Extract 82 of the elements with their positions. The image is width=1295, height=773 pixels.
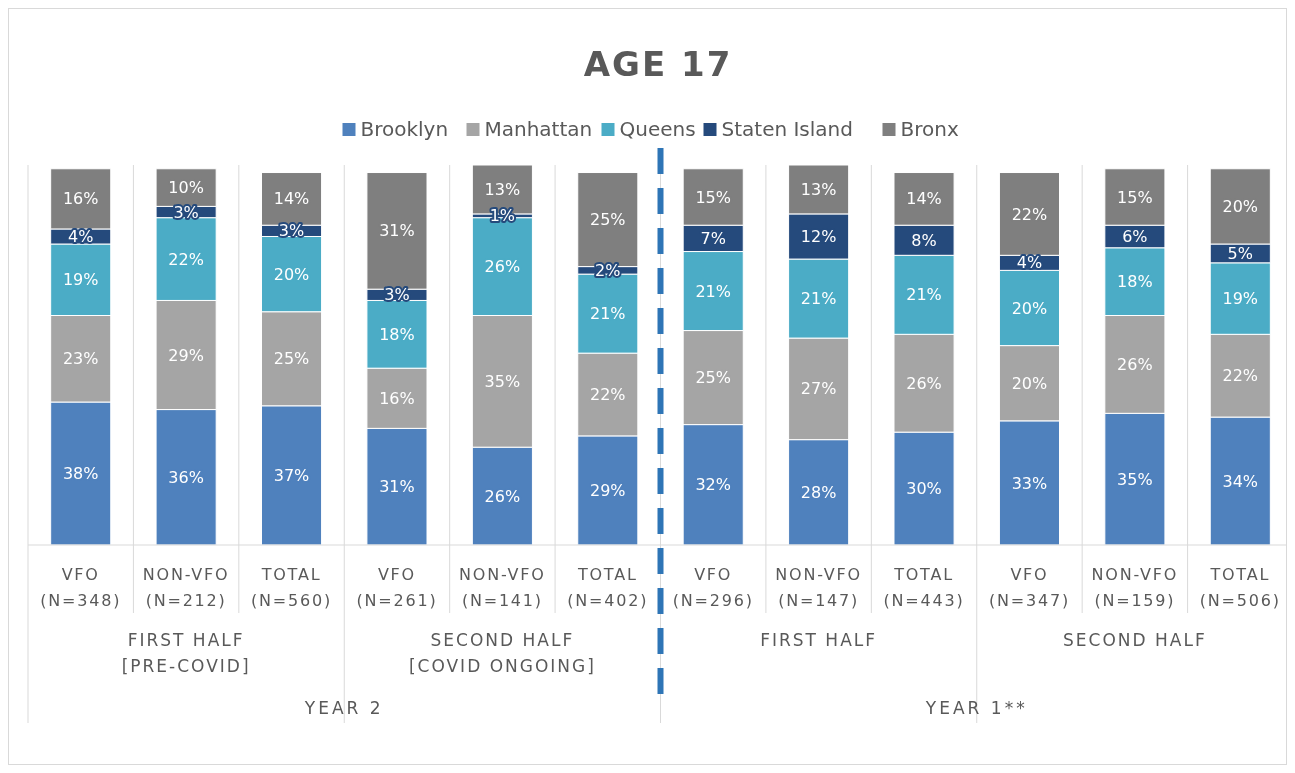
text: YEAR 1**	[924, 698, 1028, 718]
x-tick-label: TOTAL (N=560)	[251, 565, 333, 610]
x-tick-label: VFO (N=347)	[988, 565, 1070, 610]
x-tick-label: VFO (N=348)	[40, 565, 122, 610]
x-tick-label: NON-VFO (N=159)	[1091, 565, 1179, 610]
text: SECOND HALF [COVID ONGOING]	[408, 630, 596, 676]
data-label: 13%	[800, 180, 837, 200]
legend-label: Staten Island	[721, 117, 853, 141]
data-label: 7%	[700, 228, 726, 248]
data-label: 25%	[590, 210, 626, 230]
data-label: 18%	[379, 324, 415, 344]
data-label: 12%	[800, 227, 837, 247]
legend-label: Manhattan	[484, 117, 593, 141]
data-label: 3%	[384, 285, 410, 305]
legend-label: Bronx	[900, 117, 959, 141]
data-label: 22%	[168, 249, 204, 269]
data-label: 29%	[168, 345, 204, 365]
data-label: 19%	[62, 270, 99, 290]
legend-label: Brooklyn	[360, 117, 449, 141]
data-label: 16%	[62, 189, 99, 209]
data-label: 10%	[168, 178, 204, 198]
data-label: 29%	[590, 481, 626, 501]
data-label: 34%	[1222, 471, 1259, 491]
x-tick-label: NON-VFO (N=212)	[142, 565, 230, 610]
data-label: 22%	[1222, 366, 1259, 386]
data-label: 18%	[1117, 272, 1153, 292]
data-label: 22%	[1011, 204, 1048, 224]
data-label: 21%	[695, 281, 731, 301]
x-tick-label: TOTAL (N=506)	[1199, 565, 1281, 610]
x-tick-label: NON-VFO (N=141)	[459, 565, 546, 610]
data-label: 14%	[906, 189, 942, 209]
data-label: 1%	[489, 206, 516, 226]
data-label: 20%	[1011, 298, 1048, 318]
data-label: 3%	[278, 221, 305, 241]
data-label: 20%	[1222, 196, 1259, 216]
data-label: 26%	[484, 257, 521, 277]
data-label: 32%	[695, 475, 731, 495]
data-label: 37%	[273, 466, 310, 485]
data-label: 33%	[1011, 473, 1048, 493]
data-label: 23%	[62, 349, 99, 369]
data-label: 21%	[800, 289, 837, 309]
data-label: 14%	[273, 189, 310, 209]
data-label: 8%	[911, 230, 937, 250]
data-label: 13%	[484, 180, 521, 200]
chart-title: AGE 17	[583, 44, 733, 84]
data-label: 31%	[379, 221, 415, 241]
data-label: 4%	[1016, 253, 1043, 273]
data-label: 25%	[273, 349, 310, 369]
data-label: 4%	[68, 227, 94, 247]
data-label: 15%	[1117, 187, 1153, 207]
data-label: 30%	[906, 479, 942, 499]
data-label: 27%	[800, 379, 837, 399]
data-label: 21%	[906, 285, 942, 305]
data-label: 16%	[379, 388, 415, 408]
x-tick-label: TOTAL (N=402)	[567, 565, 649, 610]
data-label: 20%	[273, 264, 310, 284]
x-tick-label: VFO (N=261)	[356, 565, 438, 610]
data-label: 36%	[168, 467, 204, 487]
data-label: 31%	[379, 477, 415, 497]
data-label: 26%	[484, 486, 521, 506]
data-label: 26%	[906, 373, 942, 393]
text: SECOND HALF	[1063, 630, 1207, 650]
data-label: 6%	[1122, 227, 1148, 247]
data-label: 35%	[484, 371, 521, 391]
data-label: 5%	[1227, 244, 1253, 264]
data-label: 21%	[590, 304, 626, 324]
data-label: 15%	[695, 187, 731, 207]
x-tick-label: NON-VFO (N=147)	[775, 565, 862, 610]
data-label: 35%	[1117, 469, 1153, 489]
text: YEAR 2	[303, 698, 384, 718]
text: FIRST HALF [PRE-COVID]	[121, 630, 251, 676]
data-label: 19%	[1222, 289, 1259, 309]
data-label: 20%	[1011, 373, 1048, 393]
data-label: 22%	[590, 385, 626, 405]
legend-label: Queens	[619, 117, 696, 141]
x-tick-label: TOTAL (N=443)	[883, 565, 965, 610]
data-label: 25%	[695, 368, 731, 388]
data-label: 28%	[800, 482, 837, 502]
data-label: 38%	[62, 464, 99, 484]
text: FIRST HALF	[760, 630, 878, 650]
x-tick-label: VFO (N=296)	[672, 565, 754, 610]
data-label: 26%	[1117, 355, 1153, 375]
